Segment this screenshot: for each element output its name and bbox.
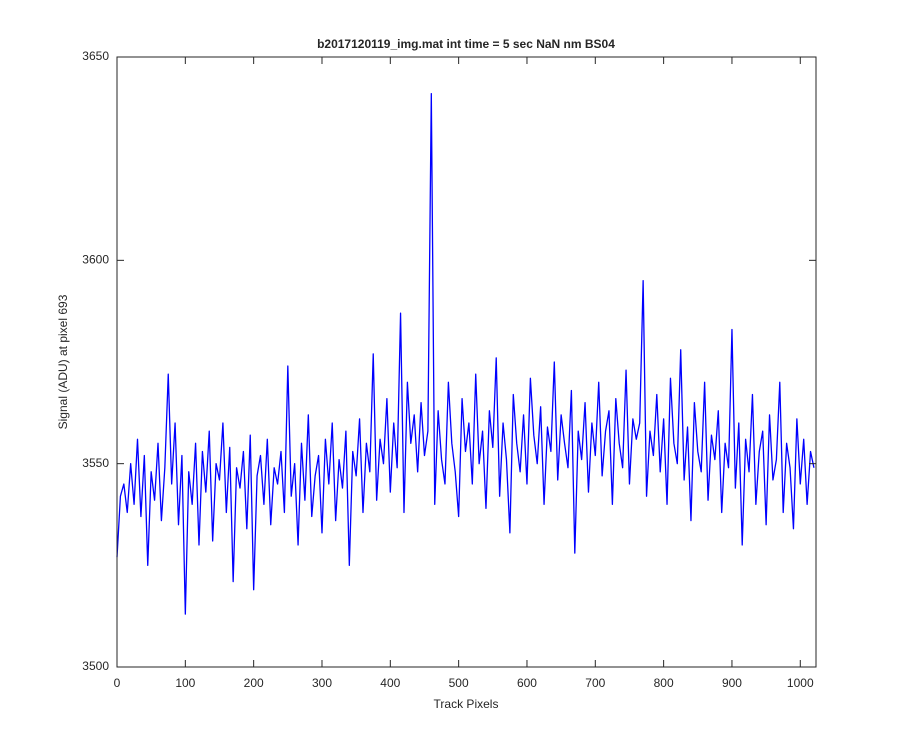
x-tick-label: 500 bbox=[449, 676, 469, 690]
x-tick-label: 300 bbox=[312, 676, 332, 690]
x-tick-label: 100 bbox=[175, 676, 195, 690]
x-tick-label: 0 bbox=[114, 676, 121, 690]
x-tick-label: 600 bbox=[517, 676, 537, 690]
plot-area bbox=[116, 92, 815, 615]
y-tick-label: 3650 bbox=[82, 49, 109, 63]
x-tick-label: 1000 bbox=[787, 676, 814, 690]
x-tick-label: 800 bbox=[654, 676, 674, 690]
x-axis-label: Track Pixels bbox=[434, 697, 499, 711]
x-tick-label: 400 bbox=[380, 676, 400, 690]
x-tick-label: 900 bbox=[722, 676, 742, 690]
y-tick-label: 3500 bbox=[82, 659, 109, 673]
data-line bbox=[116, 92, 815, 615]
x-tick-label: 200 bbox=[244, 676, 264, 690]
x-tick-label: 700 bbox=[585, 676, 605, 690]
y-axis-label: Signal (ADU) at pixel 693 bbox=[56, 294, 70, 429]
axes-box bbox=[116, 56, 817, 668]
chart-title: b2017120119_img.mat int time = 5 sec NaN… bbox=[317, 37, 615, 51]
y-tick-label: 3550 bbox=[82, 456, 109, 470]
y-tick-label: 3600 bbox=[82, 253, 109, 267]
